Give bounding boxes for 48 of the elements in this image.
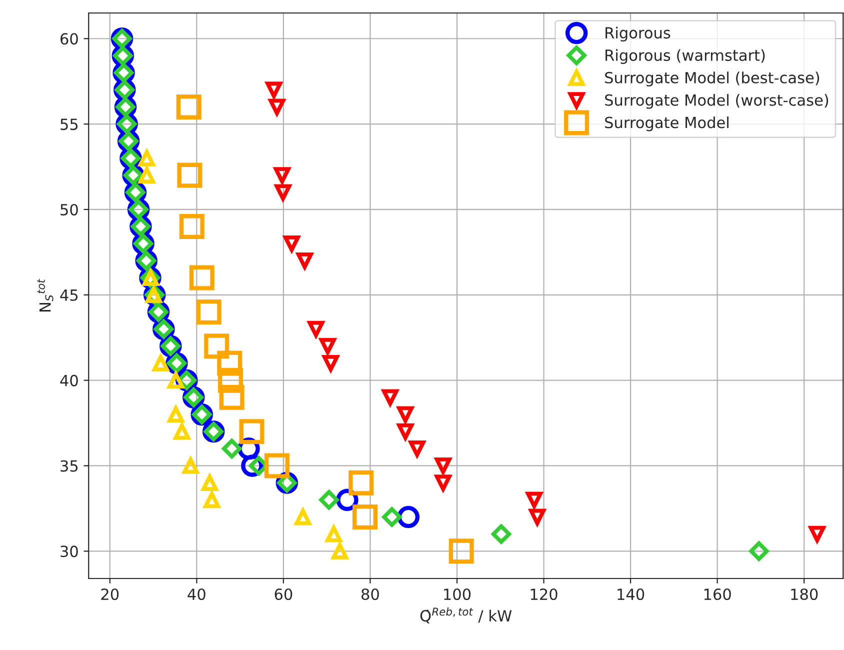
point: [491, 524, 512, 544]
legend-label: Rigorous (warmstart): [606, 49, 765, 64]
y-tick-label: 30: [60, 546, 78, 558]
x-tick-label: 60: [274, 588, 292, 600]
point: [749, 541, 769, 561]
y-axis-title: N$_{S}$$^{tot}$: [37, 278, 54, 312]
x-tick-label: 80: [362, 588, 379, 600]
point: [217, 350, 242, 376]
y-tick-label: 60: [60, 33, 78, 45]
point: [219, 384, 244, 410]
x-tick-label: 20: [101, 588, 119, 600]
legend-label: Surrogate Model (best-case): [605, 72, 820, 86]
x-tick-label: 100: [444, 588, 471, 600]
point: [239, 419, 264, 444]
x-tick-label: 40: [188, 588, 206, 600]
y-tick-label: 45: [60, 290, 78, 301]
point: [176, 94, 202, 120]
x-axis-title: Q̇$^{Reb,tot}$ / kW: [420, 607, 512, 624]
point: [196, 299, 222, 324]
point: [434, 474, 452, 492]
point: [348, 470, 374, 496]
point: [264, 453, 290, 478]
point: [526, 492, 542, 508]
point: [266, 82, 282, 98]
y-tick-label: 55: [60, 118, 78, 130]
y-tick-label: 35: [60, 460, 78, 472]
legend-label: Surrogate Model (worst-case): [605, 94, 828, 109]
point: [222, 438, 242, 458]
y-tick-label: 40: [60, 374, 78, 386]
point: [319, 490, 339, 510]
legend-label: Rigorous: [606, 26, 670, 42]
point: [177, 162, 202, 188]
x-tick-label: 140: [618, 588, 644, 600]
point: [204, 334, 230, 359]
point: [382, 389, 398, 406]
x-tick-label: 180: [791, 588, 818, 600]
legend-label: Surrogate Model: [605, 116, 728, 132]
point: [274, 184, 292, 201]
point: [218, 368, 244, 393]
point: [448, 538, 474, 564]
point: [332, 542, 348, 560]
x-tick-label: 160: [704, 588, 731, 600]
point: [352, 504, 378, 530]
point: [179, 214, 204, 240]
x-tick-label: 120: [530, 588, 558, 600]
point: [189, 265, 214, 290]
point: [382, 507, 402, 527]
y-tick-label: 50: [60, 204, 78, 216]
